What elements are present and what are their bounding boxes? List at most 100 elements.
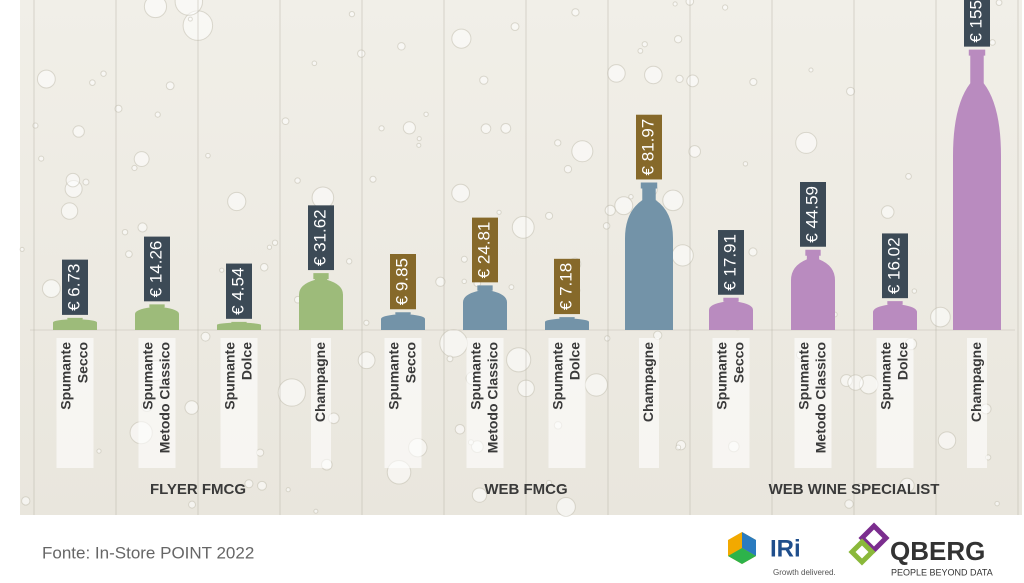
bubble [880, 205, 895, 219]
bubble [121, 228, 129, 236]
value-label: € 16.02 [884, 237, 903, 294]
bubble [363, 319, 370, 326]
bubble [899, 477, 915, 493]
category-label-line: Spumante [549, 342, 565, 410]
bottle-bar [545, 317, 589, 330]
bubble [641, 41, 648, 48]
bubble [446, 355, 454, 363]
bubble [165, 81, 175, 91]
value-label: € 44.59 [802, 186, 821, 243]
category-label: SpumanteSecco [57, 342, 90, 410]
logo-tagline: Growth delivered. [773, 568, 836, 577]
category-label-line: Metodo Classico [156, 342, 172, 453]
category-label: Champagne [640, 342, 656, 422]
value-label: € 155.76 [966, 0, 985, 43]
bubble [995, 0, 1003, 6]
bubble [137, 222, 148, 233]
category-label: Champagne [312, 342, 328, 422]
category-label-bg [311, 338, 331, 468]
bubble [571, 8, 580, 17]
bubble [722, 4, 729, 11]
category-label: SpumanteDolce [877, 342, 910, 410]
category-label-line: Secco [730, 342, 746, 383]
bubble [675, 444, 682, 451]
category-label-line: Spumante [221, 342, 237, 410]
category-label: Champagne [968, 342, 984, 422]
bubble [266, 244, 273, 250]
bubble [227, 191, 247, 212]
bubble [937, 431, 957, 450]
category-label-line: Spumante [385, 342, 401, 410]
bubble [125, 250, 133, 258]
bubble [188, 500, 196, 509]
logo-text: IRi [770, 535, 801, 562]
bubble [673, 35, 683, 44]
bubble [38, 155, 45, 162]
logo-icon [858, 522, 890, 554]
category-label: SpumanteMetodo Classico [467, 342, 500, 453]
category-label-line: Secco [402, 342, 418, 383]
bubble [435, 276, 446, 287]
bubble [416, 142, 422, 148]
bubble [184, 400, 199, 415]
bubble [271, 239, 279, 246]
bubble [604, 204, 616, 216]
category-label: SpumanteDolce [549, 342, 582, 410]
bubble [675, 74, 684, 84]
category-label: SpumanteDolce [221, 342, 254, 410]
bubble [795, 131, 818, 154]
value-label-box [882, 233, 908, 299]
bubble [511, 215, 535, 239]
value-label-box [390, 254, 416, 310]
category-label-bg [548, 338, 586, 468]
bubble [930, 306, 951, 328]
category-label-bg [794, 338, 832, 468]
category-label-line: Spumante [57, 342, 73, 410]
bubble [65, 172, 81, 188]
category-label-bg [466, 338, 504, 468]
category-label-bg [712, 338, 750, 468]
category-label-line: Spumante [139, 342, 155, 410]
category-label-line: Spumante [795, 342, 811, 410]
bubble [154, 111, 161, 118]
value-label-box [62, 259, 88, 315]
bubble [844, 499, 854, 509]
value-label-box [800, 182, 826, 247]
value-label-box [226, 263, 252, 319]
bottle-bar [463, 285, 507, 330]
qberg-logo: QBERG PEOPLE BEYOND DATA [848, 522, 993, 577]
bubble [82, 178, 90, 186]
category-label-bg [220, 338, 258, 468]
bubble [545, 211, 554, 220]
bubble [357, 49, 366, 58]
value-label: € 7.18 [556, 263, 575, 310]
bubble [500, 122, 512, 134]
bubble [131, 164, 138, 172]
category-label-line: Champagne [968, 342, 984, 422]
bottle-bar [791, 249, 835, 330]
bubble [451, 183, 471, 203]
category-label-bg [138, 338, 176, 468]
value-label: € 6.73 [64, 264, 83, 311]
bubble [662, 189, 684, 212]
category-label: SpumanteMetodo Classico [795, 342, 828, 453]
bubble [496, 209, 502, 215]
bubble [114, 104, 123, 113]
bubble [346, 258, 353, 265]
bottle-bar [953, 49, 1001, 331]
group-label: WEB FMCG [484, 481, 567, 498]
value-label-box [144, 236, 170, 302]
value-label: € 81.97 [638, 119, 657, 176]
bubble [461, 278, 467, 285]
bubble [174, 0, 204, 16]
bubble [36, 69, 56, 89]
bottle-bar [381, 312, 425, 330]
value-label: € 31.62 [310, 209, 329, 266]
bottle-bar [135, 304, 179, 330]
group-label: WEB WINE SPECIALIST [769, 481, 940, 498]
bubble [637, 48, 644, 54]
category-label-line: Dolce [238, 342, 254, 380]
category-label-line: Spumante [713, 342, 729, 410]
bubble [855, 483, 866, 494]
